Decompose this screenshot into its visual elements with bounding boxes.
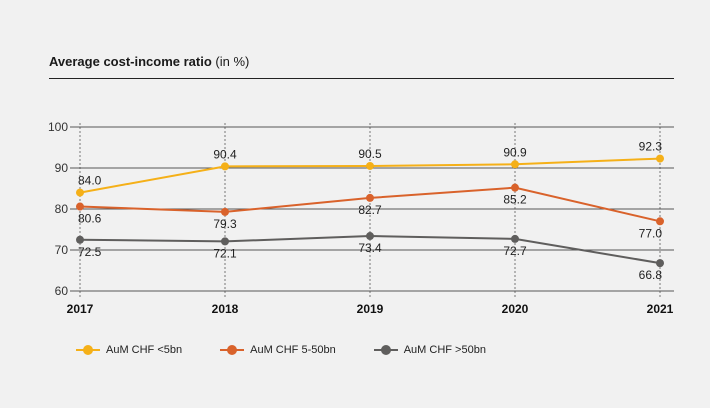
data-point-2-1 xyxy=(221,237,229,246)
legend-label-medium: AuM CHF 5-50bn xyxy=(250,344,336,356)
data-label-1-1: 79.3 xyxy=(213,217,237,231)
data-point-2-3 xyxy=(511,234,519,243)
data-label-2-4: 66.8 xyxy=(639,268,663,282)
data-point-0-3 xyxy=(511,160,519,169)
data-point-2-2 xyxy=(366,232,374,241)
x-tick-label: 2017 xyxy=(67,302,94,316)
legend-swatch-medium xyxy=(220,344,245,356)
legend-label-large: AuM CHF >50bn xyxy=(403,344,486,356)
data-label-1-2: 82.7 xyxy=(358,203,382,217)
legend: AuM CHF <5bn AuM CHF 5-50bn AuM CHF >50b… xyxy=(76,344,486,356)
legend-label-small: AuM CHF <5bn xyxy=(106,344,183,356)
data-label-2-0: 72.5 xyxy=(78,245,102,259)
legend-item-medium: AuM CHF 5-50bn xyxy=(220,344,336,356)
data-label-2-3: 72.7 xyxy=(503,244,527,258)
legend-swatch-large xyxy=(373,344,398,356)
data-point-1-2 xyxy=(366,193,374,202)
data-point-1-4 xyxy=(656,217,664,226)
data-point-0-1 xyxy=(221,162,229,171)
data-point-2-4 xyxy=(656,259,664,268)
data-point-1-1 xyxy=(221,207,229,216)
legend-item-large: AuM CHF >50bn xyxy=(373,344,486,356)
data-point-0-2 xyxy=(366,161,374,170)
chart-title-unit: (in %) xyxy=(211,54,250,69)
data-point-1-0 xyxy=(76,202,84,211)
data-label-0-1: 90.4 xyxy=(213,147,237,161)
legend-swatch-small xyxy=(76,344,100,356)
legend-item-small: AuM CHF <5bn xyxy=(76,344,182,356)
data-point-2-0 xyxy=(76,235,84,244)
chart-title: Average cost-income ratio (in %) xyxy=(49,54,249,69)
y-tick-label: 90 xyxy=(55,161,69,175)
data-label-1-0: 80.6 xyxy=(78,212,102,226)
data-label-0-4: 92.3 xyxy=(639,140,663,154)
data-label-0-0: 84.0 xyxy=(78,174,102,188)
y-tick-label: 100 xyxy=(48,120,68,134)
title-rule xyxy=(49,78,674,79)
data-label-0-2: 90.5 xyxy=(358,147,382,161)
y-tick-label: 60 xyxy=(55,284,69,298)
data-label-2-2: 73.4 xyxy=(358,241,382,255)
x-tick-label: 2020 xyxy=(502,302,529,316)
chart-title-text: Average cost-income ratio xyxy=(49,54,212,69)
data-point-1-3 xyxy=(511,183,519,192)
data-point-0-4 xyxy=(656,154,664,163)
x-tick-label: 2019 xyxy=(357,302,384,316)
x-tick-label: 2021 xyxy=(647,302,674,316)
data-label-1-4: 77.0 xyxy=(639,226,663,240)
data-label-1-3: 85.2 xyxy=(503,193,527,207)
data-label-2-1: 72.1 xyxy=(213,246,237,260)
data-label-0-3: 90.9 xyxy=(503,145,527,159)
data-point-0-0 xyxy=(76,188,84,197)
y-tick-label: 70 xyxy=(55,243,69,257)
x-tick-label: 2018 xyxy=(212,302,239,316)
y-tick-label: 80 xyxy=(55,202,69,216)
